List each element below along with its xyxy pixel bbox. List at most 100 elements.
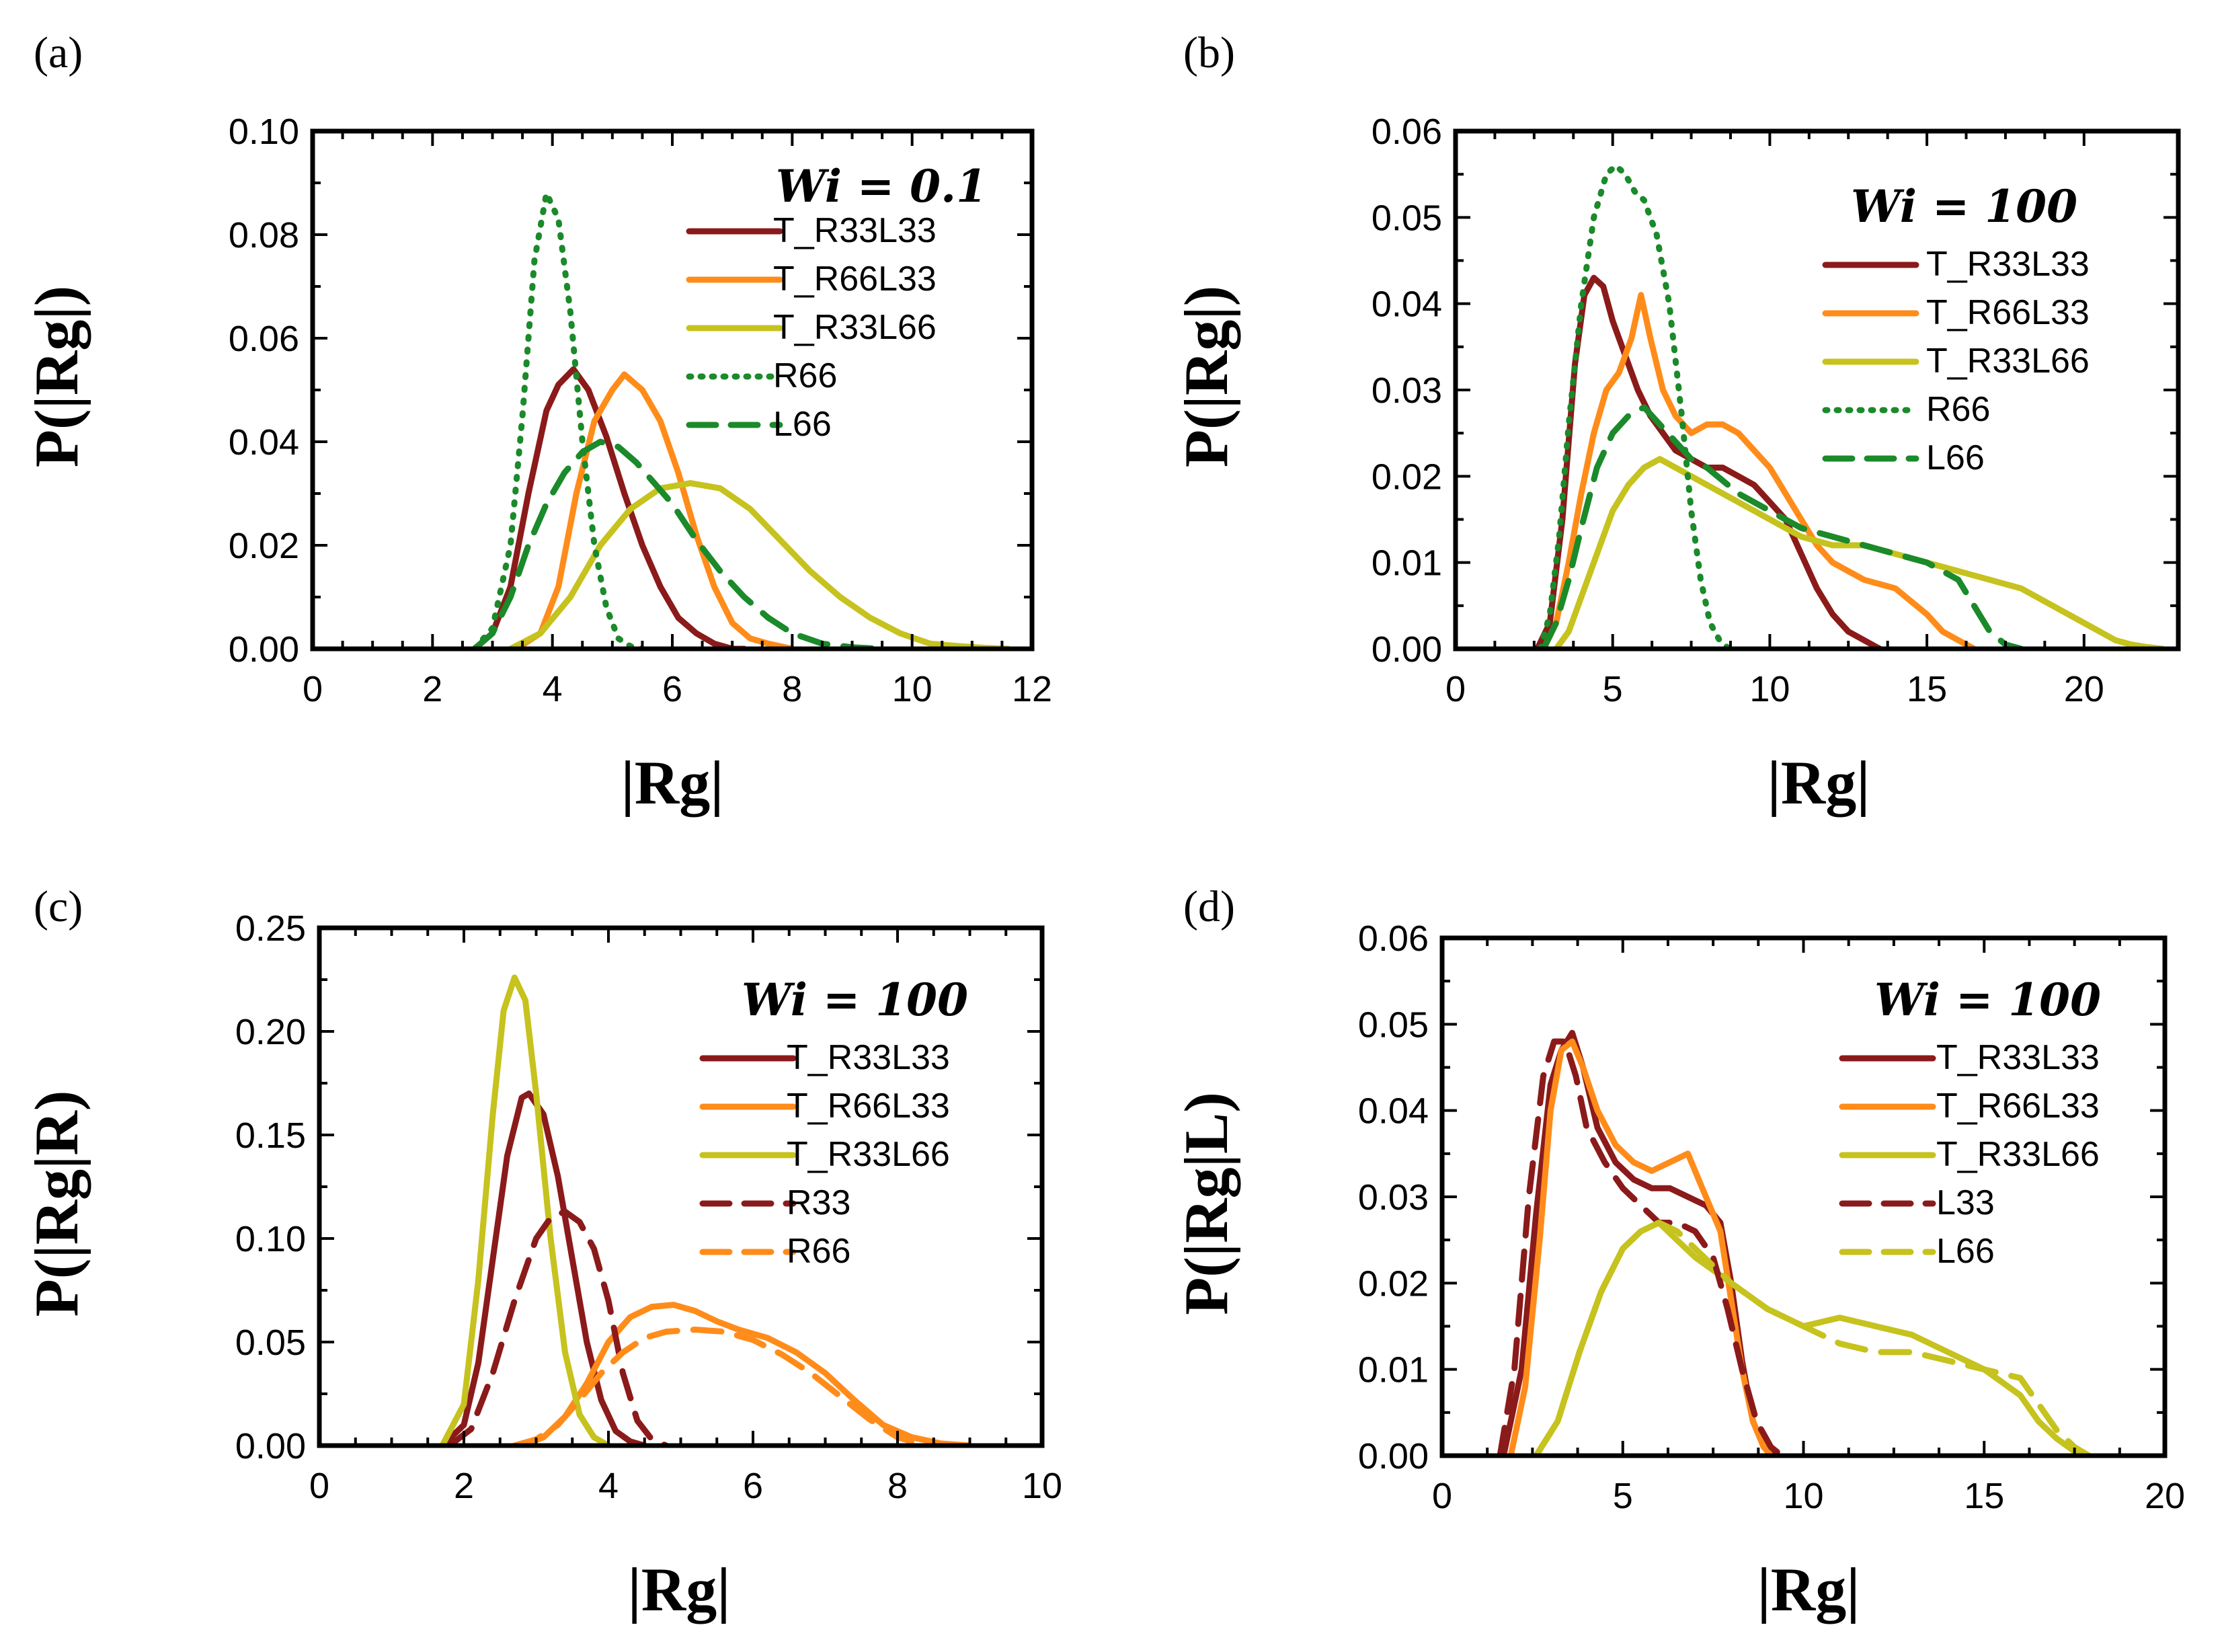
legend-label: R66 [773, 356, 837, 395]
y-tick-label: 0.08 [229, 215, 299, 255]
legend-label: L66 [773, 405, 832, 444]
legend-label: T_R33L33 [1936, 1038, 2100, 1077]
legend-label: T_R66L33 [773, 260, 937, 299]
y-axis-title: P(|Rg|R) [22, 1091, 91, 1317]
x-axis-title: |Rg| [1768, 748, 1870, 817]
series-line-l66 [1540, 404, 2024, 649]
y-tick-label: 0.05 [235, 1323, 306, 1363]
x-tick-label: 0 [309, 1466, 329, 1506]
legend-label: T_R33L66 [773, 308, 937, 347]
y-tick-label: 0.04 [1358, 1091, 1429, 1132]
legend-label: T_R33L66 [1926, 342, 2090, 381]
legend-label: L33 [1936, 1183, 1995, 1222]
series-line-t-r33l33 [471, 366, 748, 649]
panel-label: (d) [1183, 882, 1235, 931]
x-tick-label: 10 [1783, 1476, 1823, 1516]
x-tick-label: 20 [2145, 1476, 2185, 1516]
wi-annotation: Wi = 0.1 [776, 160, 987, 212]
wi-annotation: Wi = 100 [742, 974, 968, 1026]
panel-label: (c) [34, 882, 83, 931]
x-tick-label: 4 [598, 1466, 619, 1506]
x-tick-label: 4 [543, 669, 563, 709]
y-tick-label: 0.25 [235, 908, 306, 949]
y-tick-label: 0.02 [1372, 457, 1442, 497]
series-line-l33 [1497, 1038, 1785, 1456]
y-tick-label: 0.10 [229, 112, 299, 152]
panel-c: (c) 0 2 4 6 8 10 0.00 0.05 0.10 0.15 0.20 0.25 |Rg| P(… [22, 882, 1062, 1624]
legend-label: T_R33L66 [1936, 1135, 2100, 1174]
series-line-r66 [1537, 162, 1733, 649]
x-tick-label: 5 [1613, 1476, 1633, 1516]
y-tick-label: 0.00 [1358, 1436, 1429, 1477]
x-axis-title: |Rg| [628, 1555, 731, 1624]
legend-label: L66 [1926, 438, 1985, 477]
y-tick-label: 0.03 [1358, 1177, 1429, 1218]
y-tick-label: 0.02 [1358, 1263, 1429, 1304]
x-tick-label: 10 [1022, 1466, 1062, 1506]
x-tick-label: 0 [303, 669, 323, 709]
y-tick-label: 0.06 [229, 319, 299, 359]
x-tick-label: 12 [1012, 669, 1052, 709]
y-tick-label: 0.02 [229, 526, 299, 566]
legend-label: R66 [787, 1232, 850, 1271]
legend-label: T_R33L33 [1926, 245, 2090, 284]
series-line-r66 [511, 1327, 930, 1446]
y-tick-label: 0.06 [1372, 112, 1442, 152]
x-tick-label: 0 [1432, 1476, 1452, 1516]
y-tick-label: 0.00 [1372, 629, 1442, 670]
series-line-t-r33l66 [1533, 1220, 2089, 1456]
x-tick-label: 2 [422, 669, 442, 709]
series-line-r33 [446, 1208, 670, 1446]
y-tick-label: 0.00 [235, 1426, 306, 1466]
x-tick-label: 15 [1964, 1476, 2004, 1516]
series-line-l66 [1533, 1220, 2092, 1456]
legend-label: T_R33L33 [787, 1038, 950, 1077]
legend-label: T_R66L33 [1936, 1087, 2100, 1126]
wi-annotation: Wi = 100 [1851, 180, 2077, 233]
y-tick-label: 0.06 [1358, 918, 1429, 959]
legend-label: T_R66L33 [787, 1087, 950, 1126]
legend-label: R33 [787, 1183, 850, 1222]
series-line-t-r33l33 [1500, 1029, 1778, 1456]
y-axis-title: P(|Rg|L) [1172, 1092, 1240, 1315]
series-line-t-r33l66 [1553, 456, 2166, 649]
y-tick-label: 0.10 [235, 1219, 306, 1259]
panel-d: (d) 0 5 10 15 20 0.00 0.01 0.02 0.03 0.04 0.05 0.06 |… [1172, 882, 2185, 1624]
y-axis-title: P(|Rg|) [1172, 286, 1240, 467]
legend-label: R66 [1926, 390, 1990, 429]
x-tick-label: 10 [1749, 669, 1790, 709]
x-axis-title: |Rg| [1757, 1555, 1860, 1624]
series-line-t-r66l33 [518, 1302, 973, 1446]
panel-label: (a) [34, 28, 83, 77]
x-tick-label: 10 [892, 669, 933, 709]
legend-label: L66 [1936, 1232, 1995, 1271]
x-axis-title: |Rg| [621, 748, 724, 817]
series-line-t-r33l33 [439, 1090, 648, 1446]
legend-label: T_R66L33 [1926, 293, 2090, 332]
y-tick-label: 0.04 [229, 422, 299, 463]
x-tick-label: 8 [782, 669, 802, 709]
series-line-l66 [471, 438, 885, 649]
y-tick-label: 0.04 [1372, 284, 1442, 325]
series-line-t-r66l33 [1507, 1038, 1774, 1456]
panel-b: (b) 0 5 10 15 20 0.00 0.01 0.02 0.03 0.04 0.05 0.06 |… [1172, 28, 2181, 817]
y-tick-label: 0.05 [1372, 198, 1442, 238]
x-tick-label: 6 [743, 1466, 763, 1506]
legend-label: T_R33L66 [787, 1135, 950, 1174]
series-line-t-r33l66 [507, 480, 1011, 649]
series-line-t-r66l33 [513, 371, 795, 649]
wi-annotation: Wi = 100 [1874, 974, 2101, 1026]
y-tick-label: 0.15 [235, 1115, 306, 1156]
y-tick-label: 0.03 [1372, 370, 1442, 411]
y-axis-title: P(|Rg|) [22, 286, 91, 467]
series-line-t-r66l33 [1540, 292, 1977, 649]
panel-label: (b) [1183, 28, 1235, 77]
x-tick-label: 5 [1603, 669, 1623, 709]
legend-label: T_R33L33 [773, 211, 937, 250]
y-tick-label: 0.00 [229, 629, 299, 670]
x-tick-label: 0 [1445, 669, 1466, 709]
x-tick-label: 20 [2064, 669, 2104, 709]
y-tick-label: 0.01 [1372, 543, 1442, 584]
y-tick-label: 0.05 [1358, 1005, 1429, 1045]
